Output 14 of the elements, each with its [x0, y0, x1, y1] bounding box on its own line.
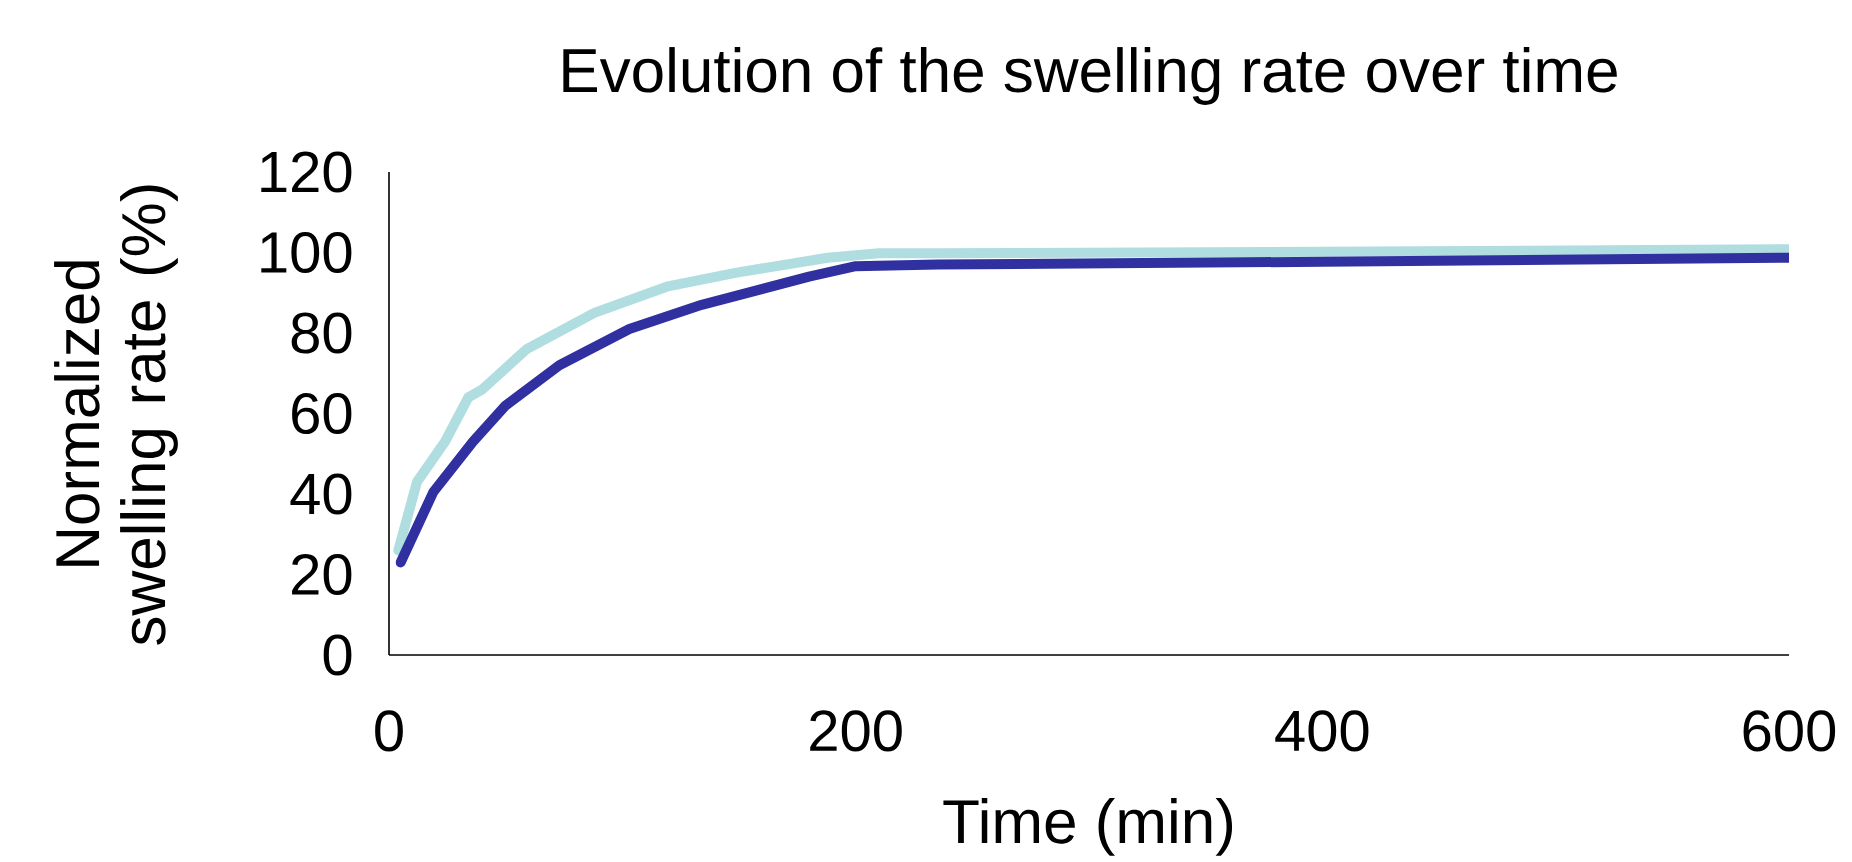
x-axis-title: Time (min)	[943, 798, 1233, 856]
y-tick-label: 0	[323, 634, 352, 676]
y-tick-label: 40	[290, 473, 352, 515]
y-tick-label: 100	[261, 231, 352, 274]
y-axis-title: Normalized swelling rate (%)	[54, 185, 178, 645]
x-tick-label: 400	[1275, 710, 1369, 752]
x-tick-label: 600	[1743, 710, 1836, 752]
x-tick-label: 0	[375, 710, 403, 752]
x-tick-label: 200	[810, 710, 902, 752]
y-tick-label: 20	[292, 553, 352, 596]
chart-title: Evolution of the swelling rate over time	[563, 47, 1617, 105]
y-tick-label: 60	[292, 392, 352, 435]
y-tick-label: 120	[261, 151, 352, 193]
y-tick-label: 80	[291, 312, 352, 354]
